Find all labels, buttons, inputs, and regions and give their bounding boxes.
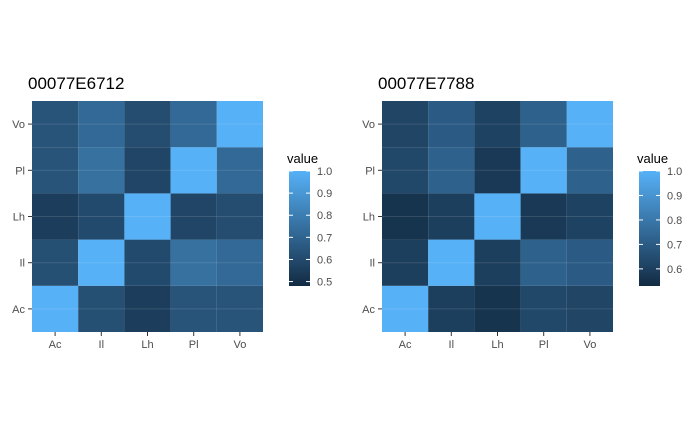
heatmap-cell-pl-lh — [170, 193, 217, 240]
heatmap-cell-il-vo — [428, 101, 475, 148]
heatmap-cell-il-vo — [78, 101, 125, 148]
heatmap-cell-pl-vo — [170, 101, 217, 148]
chart-title: 00077E6712 — [28, 74, 124, 93]
heatmap-cell-ac-il — [32, 239, 79, 286]
heatmap-cell-ac-ac — [32, 285, 79, 332]
heatmap-cell-lh-lh — [124, 193, 171, 240]
heatmap-cell-ac-pl — [382, 147, 429, 194]
heatmap-cell-lh-pl — [474, 147, 521, 194]
heatmap-cell-vo-lh — [566, 193, 613, 240]
x-tick-label: Lh — [491, 339, 503, 351]
heatmap-cell-il-lh — [78, 193, 125, 240]
heatmap-cell-vo-vo — [566, 101, 613, 148]
heatmap-cell-ac-vo — [32, 101, 79, 148]
heatmap-cell-il-ac — [78, 285, 125, 332]
y-tick-label: Il — [20, 258, 26, 270]
heatmap-cell-lh-il — [474, 239, 521, 286]
legend-tick-label: 0.7 — [667, 239, 682, 251]
legend-tick-label: 1.0 — [667, 166, 682, 178]
legend: value 0.5 0.6 0.7 0.8 0.9 1.0 — [287, 151, 332, 289]
y-tick-label: Pl — [15, 165, 25, 177]
heatmap-cell-lh-vo — [124, 101, 171, 148]
heatmap-cell-ac-lh — [32, 193, 79, 240]
heatmap-cell-lh-lh — [474, 193, 521, 240]
y-tick-label: Il — [370, 258, 376, 270]
heatmap-cell-vo-pl — [566, 147, 613, 194]
heatmap-panel-2: 00077E7788 Ac Il Lh Pl Vo Ac Il Lh Pl Vo value 0.6 0.… — [362, 74, 682, 351]
heatmap-cell-pl-pl — [520, 147, 567, 194]
legend: value 0.6 0.7 0.8 0.9 1.0 — [637, 151, 682, 286]
y-tick-label: Lh — [363, 212, 375, 224]
x-tick-label: Vo — [233, 339, 246, 351]
legend-tick-label: 0.8 — [317, 210, 332, 222]
heatmap-cell-vo-vo — [216, 101, 263, 148]
legend-tick-label: 0.9 — [667, 190, 682, 202]
heatmap-cell-il-pl — [428, 147, 475, 194]
heatmap-cell-pl-il — [170, 239, 217, 286]
x-tick-label: Pl — [539, 339, 549, 351]
heatmap-cell-il-pl — [78, 147, 125, 194]
heatmap-cell-pl-lh — [520, 193, 567, 240]
heatmap-cell-ac-ac — [382, 285, 429, 332]
y-tick-label: Pl — [365, 165, 375, 177]
y-tick-label: Lh — [13, 212, 25, 224]
heatmap-cell-ac-vo — [382, 101, 429, 148]
heatmap-cell-ac-pl — [32, 147, 79, 194]
heatmap-cell-vo-ac — [566, 285, 613, 332]
chart-title: 00077E7788 — [378, 74, 474, 93]
x-tick-label: Ac — [49, 339, 62, 351]
legend-tick-label: 1.0 — [317, 166, 332, 178]
heatmap-cell-lh-ac — [474, 285, 521, 332]
x-tick-label: Il — [449, 339, 455, 351]
x-tick-label: Pl — [189, 339, 199, 351]
x-tick-label: Ac — [399, 339, 412, 351]
legend-colorbar — [289, 171, 310, 286]
heatmap-cell-pl-vo — [520, 101, 567, 148]
heatmap-cell-il-il — [78, 239, 125, 286]
legend-title: value — [287, 151, 318, 166]
legend-tick-label: 0.6 — [317, 254, 332, 266]
heatmap-cell-vo-ac — [216, 285, 263, 332]
heatmap-cell-ac-il — [382, 239, 429, 286]
heatmap-cell-vo-il — [216, 239, 263, 286]
legend-tick-label: 0.8 — [667, 215, 682, 227]
heatmap-cell-ac-lh — [382, 193, 429, 240]
heatmap-cell-lh-ac — [124, 285, 171, 332]
heatmap-cell-vo-pl — [216, 147, 263, 194]
x-tick-label: Il — [99, 339, 105, 351]
heatmap-panel-1: 00077E6712 Ac Il Lh Pl Vo Ac Il Lh Pl Vo value 0.5 0.… — [12, 74, 332, 351]
y-tick-label: Vo — [12, 119, 25, 131]
heatmap-cell-lh-pl — [124, 147, 171, 194]
heatmap-cell-il-lh — [428, 193, 475, 240]
legend-tick-label: 0.5 — [317, 277, 332, 289]
y-tick-label: Vo — [362, 119, 375, 131]
heatmap-cell-lh-vo — [474, 101, 521, 148]
legend-tick-label: 0.6 — [667, 264, 682, 276]
y-tick-label: Ac — [362, 304, 375, 316]
heatmap-cell-il-il — [428, 239, 475, 286]
heatmap-cell-pl-il — [520, 239, 567, 286]
x-tick-label: Vo — [583, 339, 596, 351]
heatmap-cell-il-ac — [428, 285, 475, 332]
heatmap-cell-vo-lh — [216, 193, 263, 240]
heatmap-cell-pl-ac — [520, 285, 567, 332]
y-tick-label: Ac — [12, 304, 25, 316]
legend-tick-label: 0.7 — [317, 232, 332, 244]
x-tick-label: Lh — [141, 339, 153, 351]
heatmap-cell-pl-ac — [170, 285, 217, 332]
heatmap-cell-lh-il — [124, 239, 171, 286]
heatmap-cell-pl-pl — [170, 147, 217, 194]
legend-tick-label: 0.9 — [317, 188, 332, 200]
heatmap-cell-vo-il — [566, 239, 613, 286]
legend-colorbar — [639, 171, 660, 286]
legend-title: value — [637, 151, 668, 166]
